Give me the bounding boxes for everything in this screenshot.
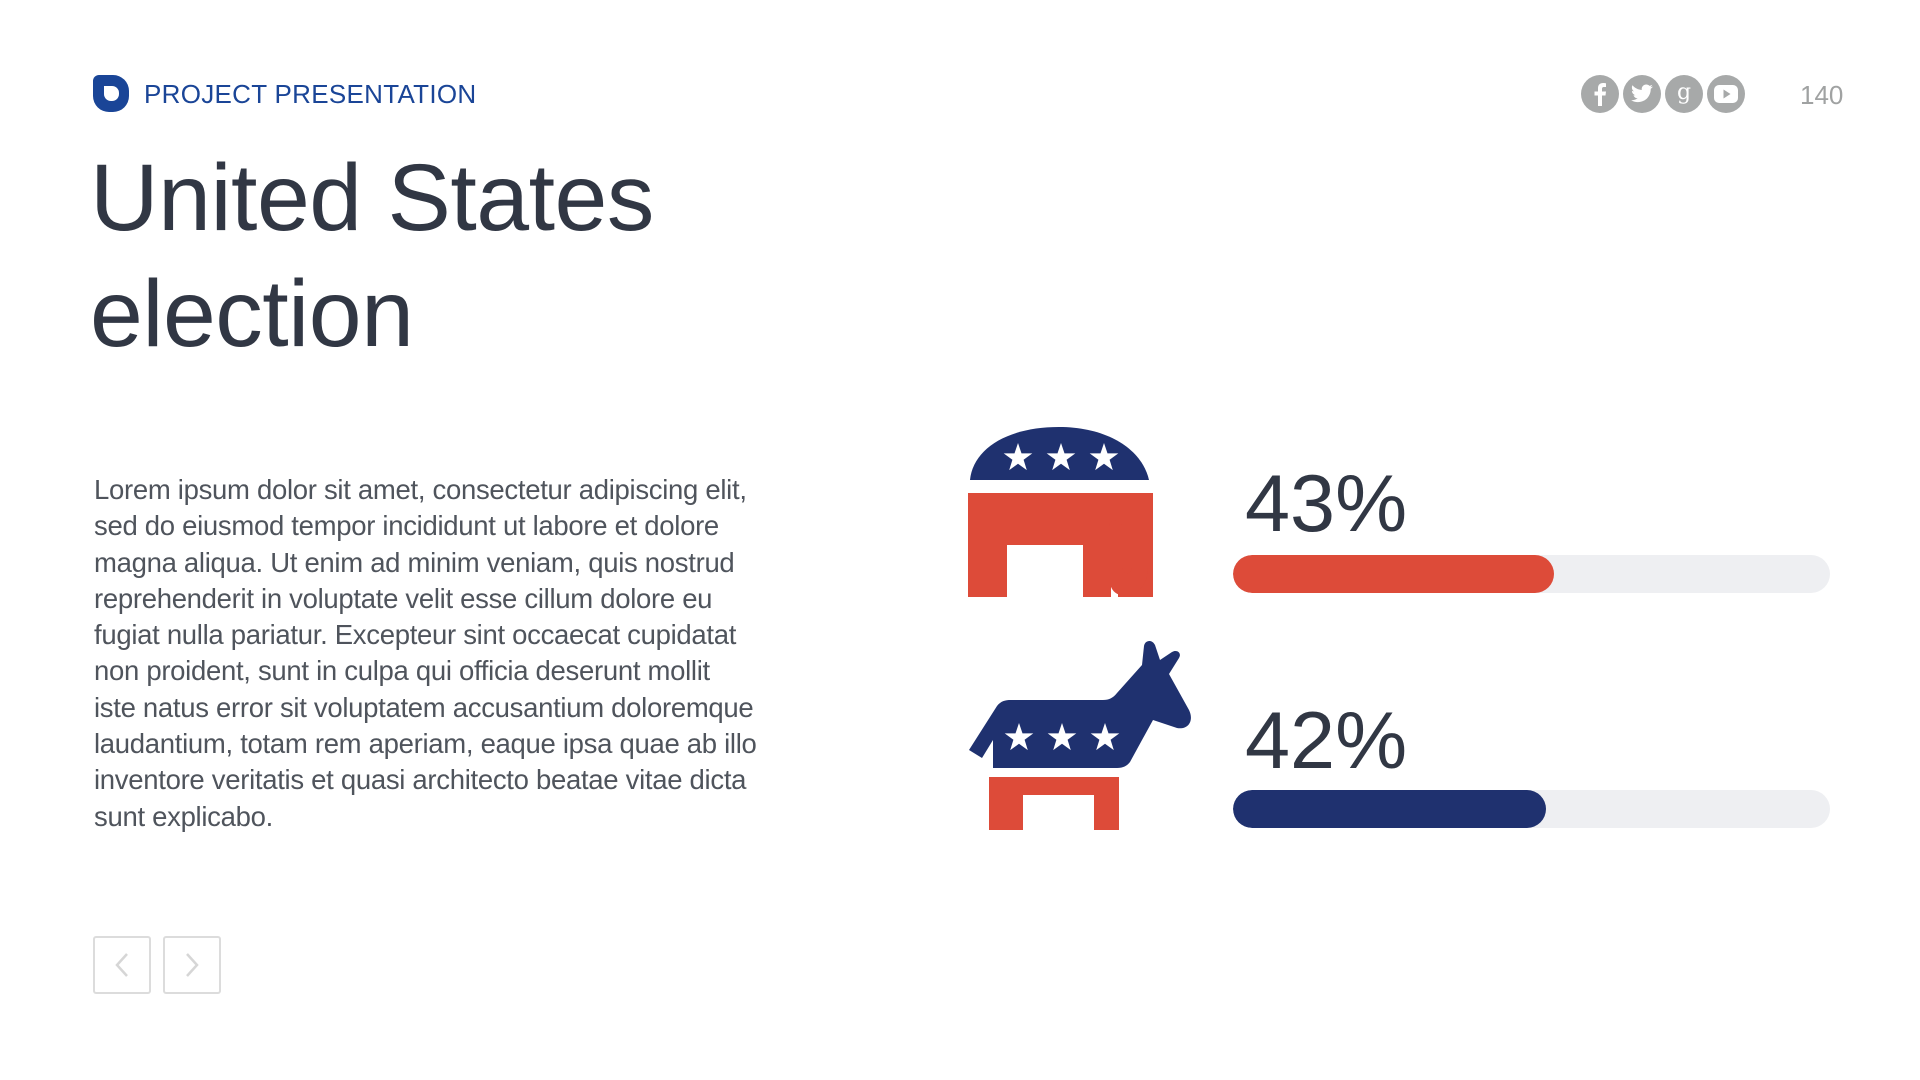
body-line: magna aliqua. Ut enim ad minim veniam, q… bbox=[94, 546, 735, 578]
brand-label: PROJECT PRESENTATION bbox=[144, 78, 477, 109]
page-number: 140 bbox=[1800, 80, 1844, 110]
svg-text:g: g bbox=[1677, 81, 1691, 105]
title-line-2: election bbox=[90, 261, 414, 367]
democratic-percentage: 42% bbox=[1245, 696, 1408, 786]
republican-percentage: 43% bbox=[1245, 459, 1408, 549]
elephant-icon bbox=[968, 427, 1153, 597]
chevron-left-icon bbox=[115, 953, 128, 977]
previous-slide-button[interactable] bbox=[93, 936, 151, 994]
chevron-right-icon bbox=[186, 953, 199, 977]
facebook-icon[interactable] bbox=[1581, 75, 1619, 113]
republican-progress-bar bbox=[1233, 555, 1830, 593]
body-line: iste natus error sit voluptatem accusant… bbox=[94, 691, 754, 723]
body-line: sed do eiusmod tempor incididunt ut labo… bbox=[94, 510, 719, 542]
body-line: sunt explicabo. bbox=[94, 800, 273, 832]
logo-icon bbox=[93, 75, 129, 112]
page-title: United States election bbox=[90, 140, 890, 372]
youtube-icon[interactable] bbox=[1707, 75, 1745, 113]
democratic-progress-bar bbox=[1233, 790, 1830, 828]
next-slide-button[interactable] bbox=[163, 936, 221, 994]
republican-progress-fill bbox=[1233, 555, 1554, 593]
donkey-icon bbox=[969, 640, 1191, 830]
social-links: g bbox=[1581, 75, 1745, 113]
google-plus-icon[interactable]: g bbox=[1665, 75, 1703, 113]
body-line: reprehenderit in voluptate velit esse ci… bbox=[94, 582, 713, 614]
body-line: inventore veritatis et quasi architecto … bbox=[94, 764, 747, 796]
body-line: laudantium, totam rem aperiam, eaque ips… bbox=[94, 728, 757, 760]
body-line: fugiat nulla pariatur. Excepteur sint oc… bbox=[94, 619, 737, 651]
democratic-progress-fill bbox=[1233, 790, 1546, 828]
twitter-icon[interactable] bbox=[1623, 75, 1661, 113]
body-paragraph: Lorem ipsum dolor sit amet, consectetur … bbox=[94, 472, 874, 835]
body-line: non proident, sunt in culpa qui officia … bbox=[94, 655, 710, 687]
body-line: Lorem ipsum dolor sit amet, consectetur … bbox=[94, 474, 747, 505]
title-line-1: United States bbox=[90, 145, 654, 251]
brand-header: PROJECT PRESENTATION bbox=[93, 75, 477, 112]
